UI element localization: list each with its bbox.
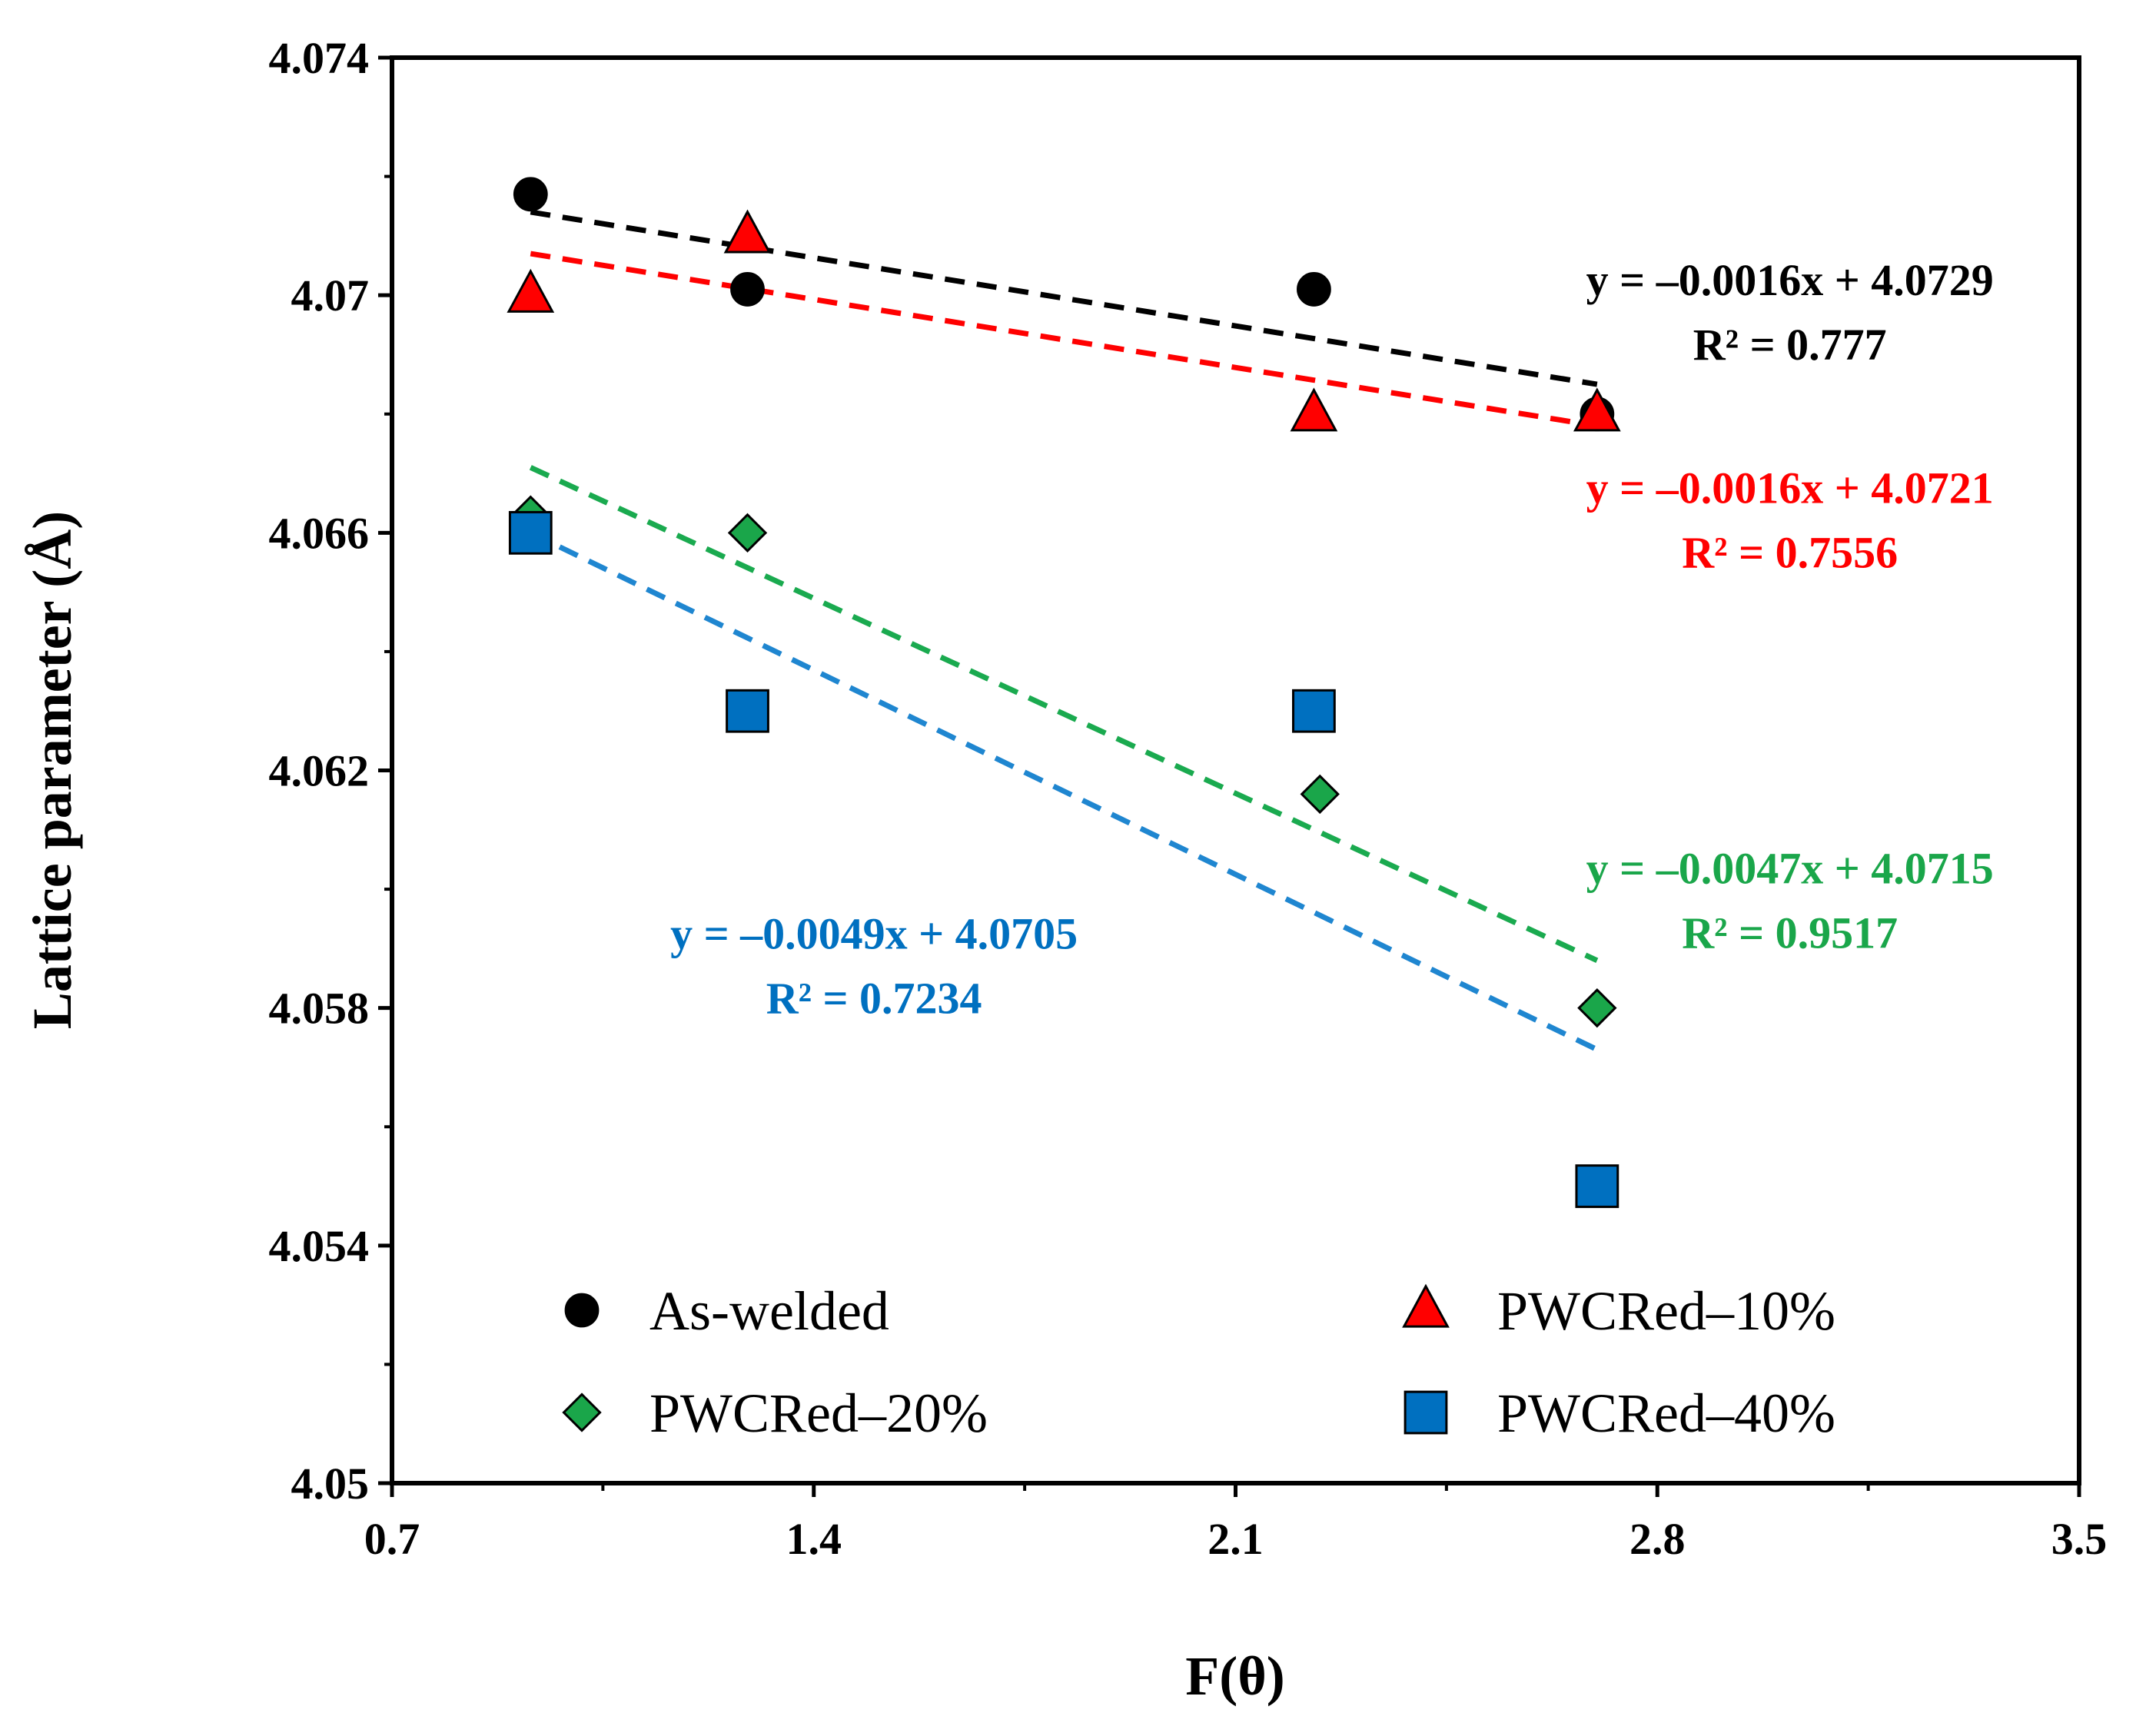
data-point [1573, 387, 1621, 432]
y-tick-label: 4.054 [269, 1221, 370, 1271]
x-axis-ticks: 0.7 1.4 2.1 2.8 3.5 [364, 1483, 2108, 1564]
x-axis-title: F(θ) [1185, 1645, 1285, 1707]
y-axis-title: Lattice parameter (Å) [22, 511, 83, 1029]
x-tick-label: 1.4 [786, 1514, 842, 1564]
legend-label: PWCRed–40% [1497, 1382, 1835, 1444]
data-point [726, 689, 769, 733]
y-tick-label: 4.07 [291, 271, 370, 320]
trend-r-squared: R² = 0.7234 [766, 973, 982, 1023]
data-points [507, 177, 1621, 1208]
trendlines [529, 209, 1599, 1052]
y-tick-label: 4.062 [269, 746, 370, 796]
trend-r-squared: R² = 0.7556 [1682, 528, 1898, 578]
trend-r-squared: R² = 0.777 [1693, 320, 1887, 370]
trend-equation: y = –0.0049x + 4.0705 [670, 908, 1078, 958]
data-point [1300, 774, 1340, 815]
legend-label: PWCRed–20% [649, 1382, 988, 1444]
legend: As-welded PWCRed–10% PWCRed–20% PWCRed–40% [562, 1280, 1835, 1444]
data-point [1297, 272, 1331, 307]
trend-equations: y = –0.0016x + 4.0729 R² = 0.777 y = –0.00… [670, 255, 1994, 1023]
y-tick-label: 4.058 [269, 984, 370, 1034]
x-tick-label: 3.5 [2051, 1514, 2108, 1564]
data-point [727, 513, 768, 553]
trend-equation: y = –0.0016x + 4.0729 [1586, 255, 1994, 305]
y-axis-ticks: 4.05 4.054 4.058 4.062 4.066 4.07 4.074 [269, 33, 392, 1509]
data-point [730, 272, 765, 307]
data-point [1292, 689, 1336, 733]
y-tick-label: 4.066 [269, 508, 370, 558]
x-tick-label: 2.8 [1629, 1514, 1686, 1564]
data-point [508, 510, 553, 555]
data-point [723, 209, 772, 254]
trendline-PWCRed–10% [530, 251, 1598, 429]
legend-marker [1404, 1390, 1448, 1435]
legend-label: PWCRed–10% [1497, 1280, 1835, 1342]
legend-marker [564, 1293, 600, 1328]
data-point [1290, 387, 1338, 432]
legend-marker [1402, 1283, 1450, 1328]
trendline-PWCRed–40% [529, 530, 1599, 1052]
data-point [1577, 987, 1617, 1028]
y-tick-label: 4.074 [269, 33, 370, 83]
x-tick-label: 0.7 [364, 1514, 420, 1564]
y-tick-label: 4.05 [291, 1459, 370, 1509]
legend-label: As-welded [649, 1280, 889, 1342]
legend-marker [562, 1392, 602, 1432]
trend-r-squared: R² = 0.9517 [1682, 908, 1898, 958]
data-point [507, 268, 555, 313]
trendline-PWCRed–20% [529, 465, 1599, 964]
trendline-As-welded [530, 209, 1598, 387]
x-tick-label: 2.1 [1208, 1514, 1264, 1564]
trend-equation: y = –0.0016x + 4.0721 [1586, 463, 1994, 513]
data-point [1575, 1164, 1619, 1208]
data-point [513, 177, 548, 212]
trend-equation: y = –0.0047x + 4.0715 [1586, 843, 1994, 893]
